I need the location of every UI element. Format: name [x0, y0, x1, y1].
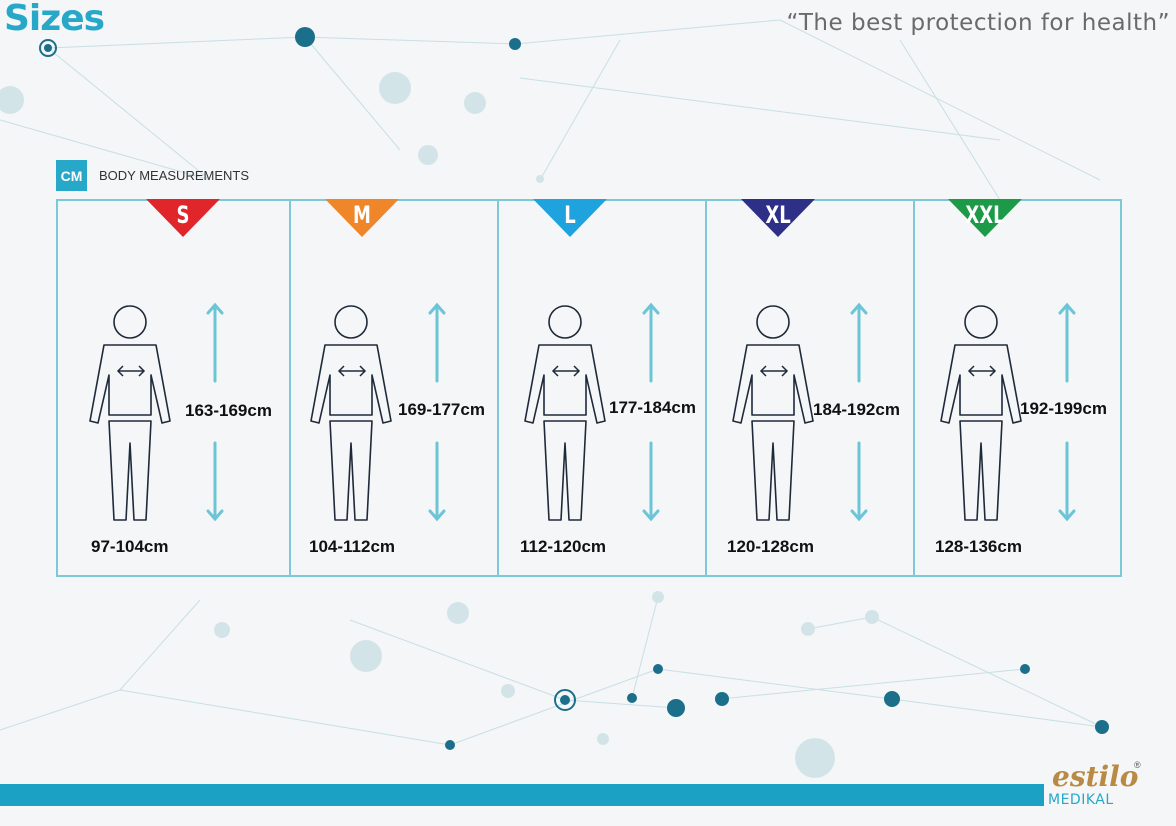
height-range: 192-199cm: [1020, 399, 1107, 418]
size-panel-xl: XL 184-192cm 120-128cm: [707, 199, 915, 577]
person-outline-icon: [524, 305, 606, 521]
height-range: 169-177cm: [398, 400, 485, 419]
size-badge-icon: [325, 199, 399, 237]
chest-range: 120-128cm: [727, 537, 814, 556]
person-outline-icon: [940, 305, 1022, 521]
person-outline-icon: [89, 305, 171, 521]
vertical-double-arrow-icon: [850, 302, 868, 522]
size-label: XXL: [965, 201, 1005, 229]
brand-logo: estilo ® MEDIKAL: [1046, 760, 1156, 810]
person-outline-icon: [732, 305, 814, 521]
chest-range: 128-136cm: [935, 537, 1022, 556]
size-badge-icon: [948, 199, 1022, 237]
vertical-double-arrow-icon: [206, 302, 224, 522]
page-title: Sizes: [4, 0, 105, 39]
size-chart: S 163-169cm 97-104cm M 169-177cm 104-112cm L 17…: [56, 199, 1122, 577]
chest-range: 112-120cm: [520, 537, 607, 556]
footer-bar: [0, 784, 1044, 806]
logo-registered-mark: ®: [1134, 760, 1141, 770]
size-label: XL: [765, 201, 791, 229]
size-panel-xxl: XXL 192-199cm 128-136cm: [915, 199, 1122, 577]
size-panel-l: L 177-184cm 112-120cm: [499, 199, 707, 577]
chest-range: 104-112cm: [309, 537, 396, 556]
vertical-double-arrow-icon: [1058, 302, 1076, 522]
height-range: 177-184cm: [609, 398, 696, 417]
size-badge-icon: [146, 199, 220, 237]
chest-range: 97-104cm: [91, 537, 169, 556]
logo-subtitle: MEDIKAL: [1048, 792, 1114, 808]
person-outline-icon: [310, 305, 392, 521]
vertical-double-arrow-icon: [428, 302, 446, 522]
height-range: 184-192cm: [813, 400, 900, 419]
size-badge-icon: [533, 199, 607, 237]
section-label: BODY MEASUREMENTS: [99, 168, 250, 183]
unit-badge: CM: [56, 160, 87, 191]
vertical-double-arrow-icon: [642, 302, 660, 522]
height-range: 163-169cm: [185, 401, 272, 420]
size-panel-m: M 169-177cm 104-112cm: [291, 199, 499, 577]
size-panel-s: S 163-169cm 97-104cm: [58, 199, 291, 577]
tagline: “The best protection for health”: [786, 10, 1170, 36]
size-label: M: [353, 201, 371, 229]
size-label: S: [176, 201, 190, 229]
logo-name: estilo: [1052, 760, 1139, 793]
size-badge-icon: [741, 199, 815, 237]
size-label: L: [564, 201, 576, 229]
